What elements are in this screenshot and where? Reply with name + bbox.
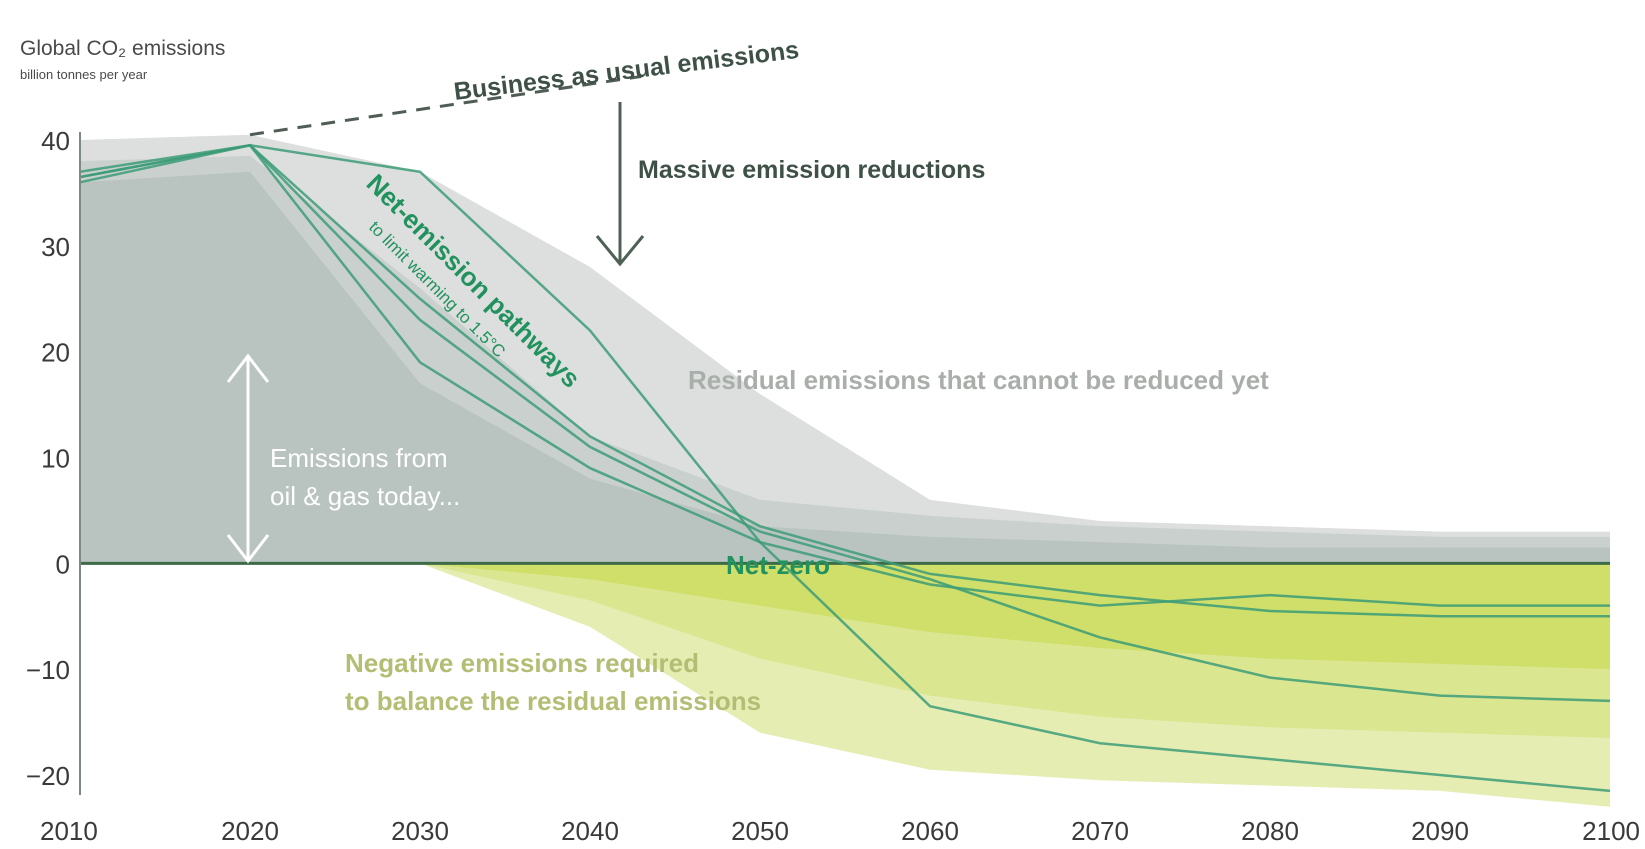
oil-gas-label-line1: Emissions from (270, 443, 448, 473)
negative-emissions-label-line2: to balance the residual emissions (345, 686, 761, 716)
net-emission-pathway-lines (79, 143, 1611, 793)
x-tick-label: 2070 (1071, 816, 1129, 846)
x-tick-label: 2080 (1241, 816, 1299, 846)
massive-reductions-label: Massive emission reductions (638, 156, 985, 184)
y-tick-label: 20 (41, 338, 70, 368)
oil-gas-label-line2: oil & gas today... (270, 481, 460, 511)
y-axis-title: Global CO₂ emissions (20, 37, 225, 60)
y-tick-label: −10 (26, 655, 70, 685)
residual-band-3 (80, 171, 1610, 564)
negative-emission-bands (420, 563, 1610, 807)
y-axis-ticks: 40 30 20 10 0 −10 −20 (26, 126, 70, 791)
negative-emissions-label-line1: Negative emissions required (345, 648, 699, 678)
y-axis-unit: billion tonnes per year (20, 67, 148, 82)
residual-emissions-label: Residual emissions that cannot be reduce… (688, 365, 1269, 395)
x-tick-label: 2010 (40, 816, 98, 846)
y-tick-label: 40 (41, 126, 70, 156)
residual-emission-bands (80, 134, 1610, 564)
x-tick-label: 2060 (901, 816, 959, 846)
pathway-line-4 (79, 143, 1610, 618)
x-tick-label: 2040 (561, 816, 619, 846)
y-tick-label: 0 (56, 549, 70, 579)
business-as-usual-label: Business as usual emissions (452, 36, 800, 106)
down-arrow-icon (595, 102, 645, 267)
pathway-line-1 (79, 144, 1611, 793)
x-tick-label: 2050 (731, 816, 789, 846)
business-as-usual-dashed-line (249, 75, 642, 137)
y-tick-label: −20 (26, 761, 70, 791)
y-tick-label: 30 (41, 232, 70, 262)
x-tick-label: 2090 (1411, 816, 1469, 846)
net-zero-label: Net-zero (726, 550, 830, 580)
pathway-line-2 (79, 143, 1611, 703)
negative-band-3 (420, 563, 1610, 670)
double-arrow-icon (226, 353, 270, 564)
x-tick-label: 2100 (1582, 816, 1640, 846)
y-tick-label: 10 (41, 444, 70, 474)
x-tick-label: 2030 (391, 816, 449, 846)
x-axis-ticks: 2010 2020 2030 2040 2050 2060 2070 2080 2090 2100 (40, 816, 1640, 846)
x-tick-label: 2020 (221, 816, 279, 846)
pathway-line-3 (79, 143, 1610, 607)
